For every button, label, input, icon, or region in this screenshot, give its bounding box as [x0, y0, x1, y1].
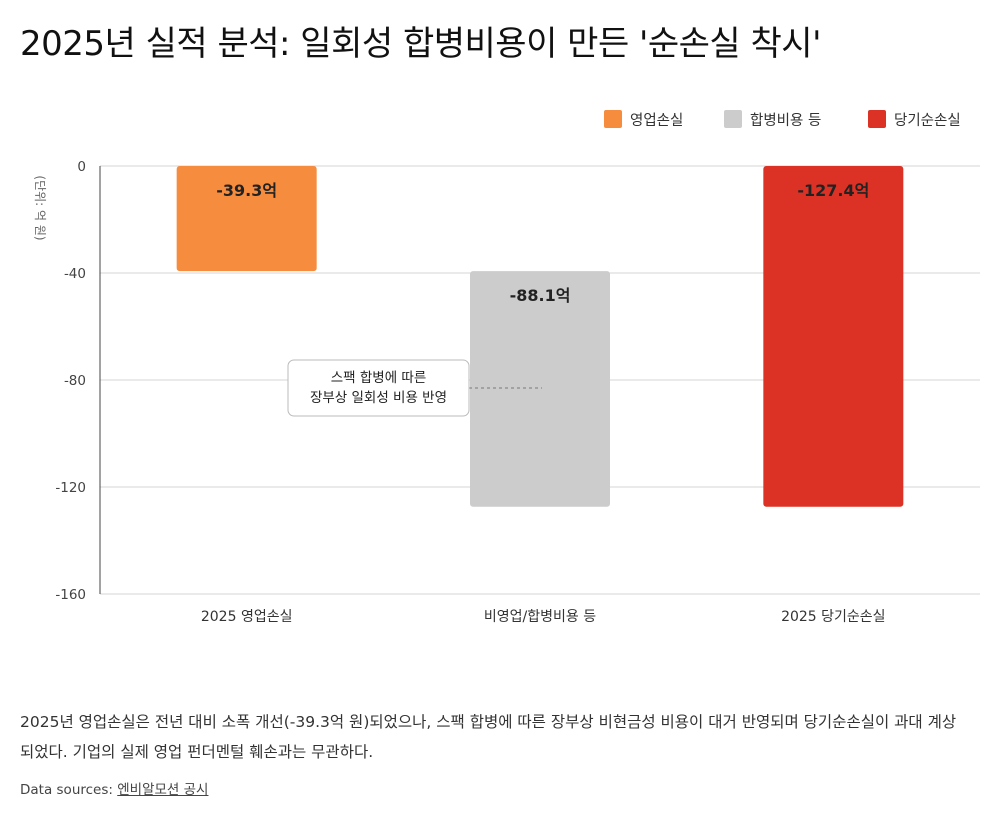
legend-label: 당기순손실 — [894, 112, 961, 129]
annotation-text: 장부상 일회성 비용 반영 — [310, 390, 447, 406]
y-axis-label: (단위: 억 원) — [33, 175, 47, 240]
annotation-text: 스팩 합병에 따른 — [331, 370, 427, 386]
x-tick-label: 2025 당기순손실 — [781, 609, 885, 625]
x-tick-label: 비영업/합병비용 등 — [484, 609, 596, 625]
legend-label: 영업손실 — [630, 112, 683, 129]
legend-swatch — [604, 110, 622, 128]
chart-description: 2025년 영업손실은 전년 대비 소폭 개선(-39.3억 원)되었으나, 스… — [20, 713, 957, 761]
chart-title: 2025년 실적 분석: 일회성 합병비용이 만든 '순손실 착시' — [20, 24, 821, 64]
y-tick-label: 0 — [77, 159, 86, 175]
annotation-box — [287, 359, 470, 417]
data-sources: Data sources: 엔비알모션 공시 — [20, 778, 208, 798]
y-tick-label: -160 — [55, 587, 86, 603]
bar — [176, 166, 317, 272]
bar-value-label: -88.1억 — [510, 286, 571, 305]
y-tick-label: -40 — [64, 266, 86, 282]
bar-value-label: -39.3억 — [216, 181, 277, 200]
waterfall-chart: 0 -40 -80 -120 -160 (단위: 억 원) -39.3억 2025 영업손실 -… — [33, 110, 980, 625]
bar-value-label: -127.4억 — [797, 181, 869, 200]
legend-swatch — [724, 110, 742, 128]
x-tick-label: 2025 영업손실 — [201, 609, 293, 625]
legend-swatch — [868, 110, 886, 128]
y-tick-label: -120 — [55, 480, 86, 496]
bar — [470, 271, 610, 507]
legend-label: 합병비용 등 — [750, 112, 821, 129]
y-tick-label: -80 — [64, 373, 86, 389]
bar — [763, 166, 904, 507]
sources-prefix: Data sources: — [20, 782, 118, 798]
sources-link[interactable]: 엔비알모션 공시 — [117, 782, 209, 798]
